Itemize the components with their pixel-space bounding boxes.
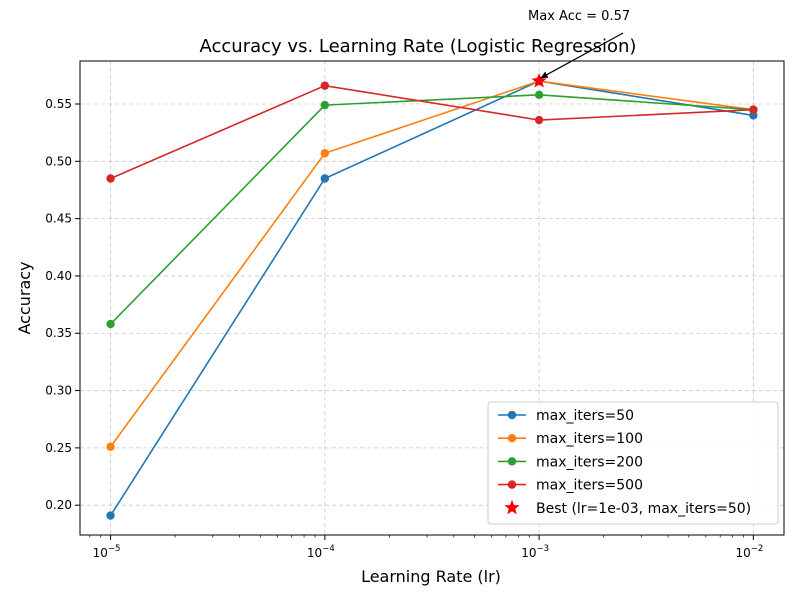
legend-item: max_iters=50 xyxy=(498,408,634,424)
data-point xyxy=(749,105,758,114)
y-tick-label: 0.55 xyxy=(45,97,72,111)
x-tick-base: 10 xyxy=(521,546,536,560)
legend-star-marker xyxy=(504,499,520,515)
annotation-arrow xyxy=(540,32,624,79)
x-tick-exponent: −4 xyxy=(322,544,335,554)
y-axis-ticks: 0.20 0.25 0.30 0.35 0.40 0.45 0.50 0.55 xyxy=(45,97,80,512)
x-axis-ticks: 10−5 10−4 10−3 10−2 xyxy=(89,535,763,560)
data-point xyxy=(106,442,115,451)
data-point xyxy=(106,511,115,520)
legend-item: max_iters=100 xyxy=(498,431,643,447)
x-tick-exponent: −5 xyxy=(108,544,121,554)
series-line xyxy=(110,84,754,180)
data-point xyxy=(534,90,544,100)
annotation-text: Max Acc = 0.57 xyxy=(528,9,630,24)
annotation-arrow-head xyxy=(540,71,549,79)
x-tick-exponent: −3 xyxy=(536,544,549,554)
legend-label: max_iters=50 xyxy=(536,408,634,424)
series-layer xyxy=(106,76,758,520)
x-tick-exponent: −2 xyxy=(751,544,764,554)
legend: max_iters=50 max_iters=100 max_iters=200ma… xyxy=(487,401,779,525)
chart-title: Accuracy vs. Learning Rate (Logistic Reg… xyxy=(200,36,637,57)
legend-item: max_iters=200 xyxy=(498,454,643,470)
y-axis-label: Accuracy xyxy=(15,261,34,334)
x-tick-label: 10−3 xyxy=(521,544,549,560)
data-point xyxy=(320,174,330,183)
series-line xyxy=(109,94,754,325)
x-tick-label: 10−4 xyxy=(307,544,335,560)
legend-marker xyxy=(507,480,517,489)
x-tick-base: 10 xyxy=(93,546,108,560)
x-tick-label: 10−2 xyxy=(735,544,763,560)
x-tick-label: 10−5 xyxy=(93,544,121,560)
legend-marker xyxy=(507,457,517,466)
x-tick-base: 10 xyxy=(307,546,322,560)
best-marker-layer xyxy=(531,73,547,88)
grid-lines xyxy=(80,61,784,535)
legend-item-best: Best (lr=1e-03, max_iters=50) xyxy=(504,499,751,517)
data-point xyxy=(320,149,330,158)
legend-label: Best (lr=1e-03, max_iters=50) xyxy=(536,501,751,517)
x-tick-base: 10 xyxy=(735,546,750,560)
y-tick-label: 0.20 xyxy=(45,498,72,512)
series-4 xyxy=(106,81,758,183)
legend-label: max_iters=200 xyxy=(536,454,643,470)
legend-label: max_iters=100 xyxy=(536,431,643,447)
annotation-layer: Max Acc = 0.57 xyxy=(528,9,630,79)
y-tick-label: 0.40 xyxy=(45,269,72,283)
data-point xyxy=(106,319,115,329)
data-point xyxy=(320,81,330,90)
data-point xyxy=(534,115,544,125)
y-tick-label: 0.35 xyxy=(45,326,72,340)
legend-marker xyxy=(507,434,517,443)
legend-box xyxy=(487,401,779,525)
y-tick-label: 0.50 xyxy=(45,154,72,168)
series-line xyxy=(109,80,754,448)
best-star-marker xyxy=(531,73,547,88)
y-tick-label: 0.45 xyxy=(45,212,72,226)
x-axis-label: Learning Rate (lr) xyxy=(361,567,501,586)
axes-frame xyxy=(79,60,785,536)
legend-label: max_iters=500 xyxy=(536,478,643,494)
y-tick-label: 0.25 xyxy=(45,441,72,455)
data-point xyxy=(320,100,330,110)
series-line xyxy=(109,80,754,516)
legend-item: max_iters=500 xyxy=(498,478,643,494)
y-tick-label: 0.30 xyxy=(45,384,72,398)
legend-marker xyxy=(507,410,517,420)
data-point xyxy=(106,174,115,183)
series-2 xyxy=(106,76,758,451)
series-3 xyxy=(106,90,758,329)
